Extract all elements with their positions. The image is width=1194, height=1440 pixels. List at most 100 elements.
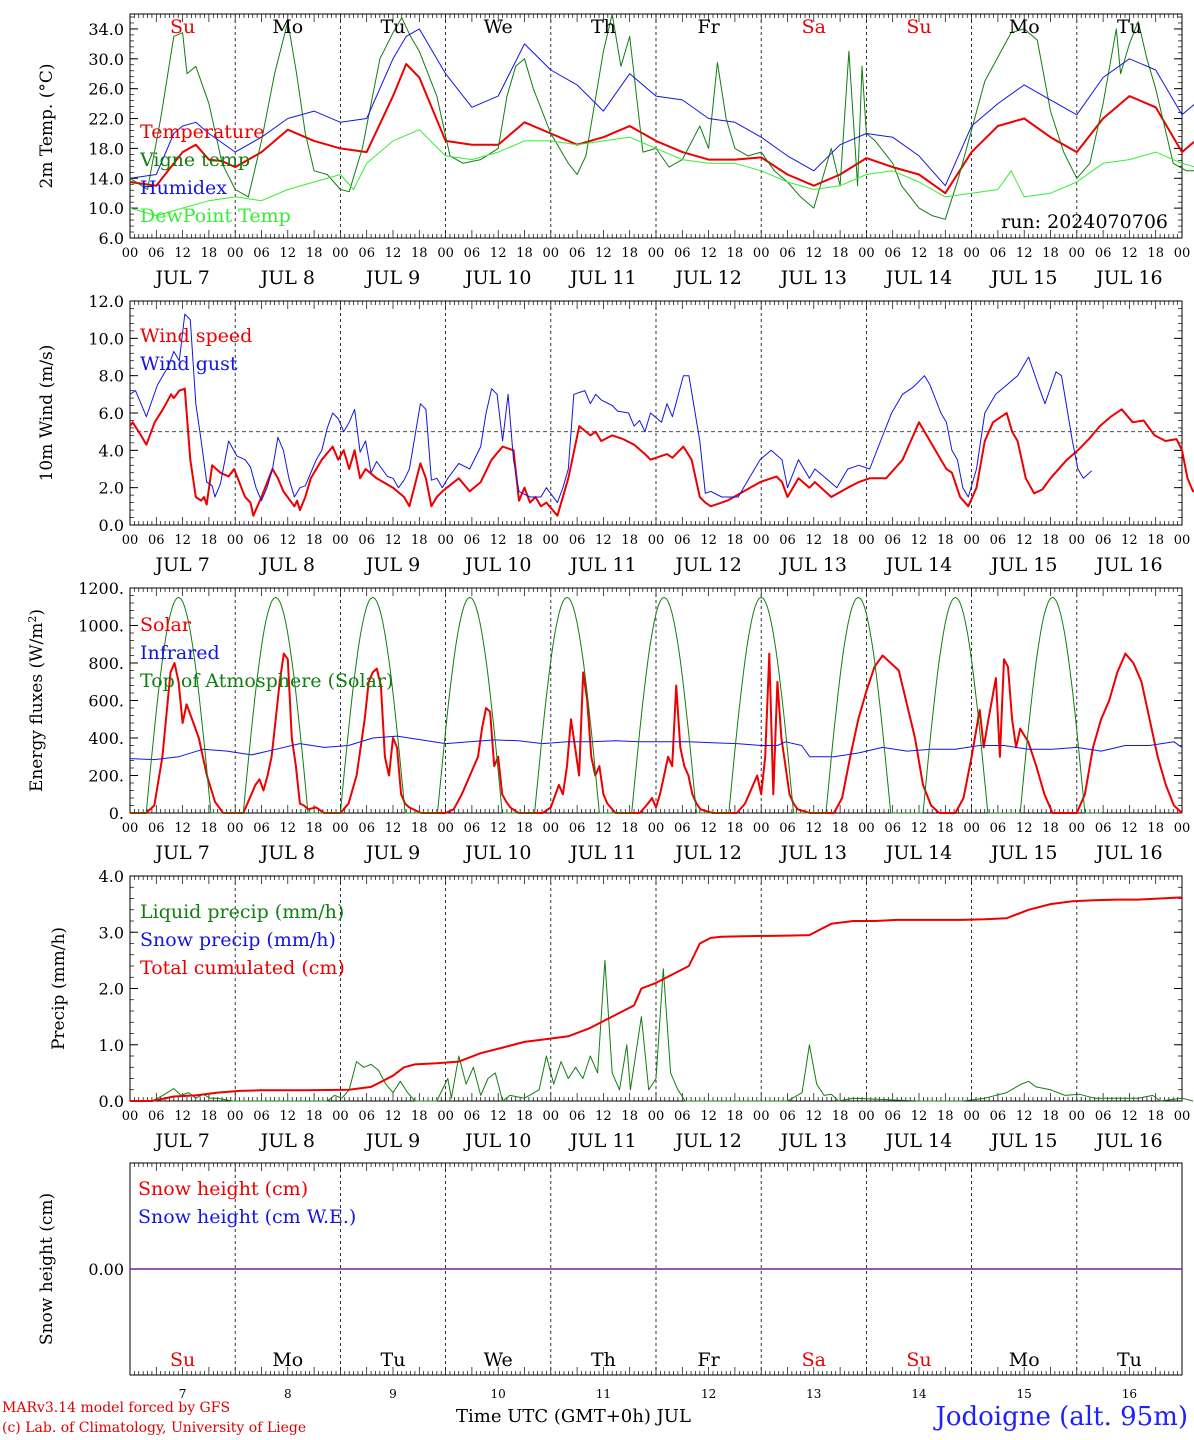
hour-tick-label: 00 [753,246,770,261]
date-label: JUL 8 [259,267,315,289]
hour-tick-label: 18 [516,246,533,261]
hour-tick-label: 18 [832,1109,849,1124]
series-line-liquid-precip-mm-h- [130,959,1194,1102]
hour-tick-label: 06 [1095,821,1112,836]
hour-tick-label: 00 [543,533,560,548]
hour-tick-label: 00 [437,1109,454,1124]
hour-tick-label: 12 [385,1109,402,1124]
hour-tick-label: 00 [227,246,244,261]
y-tick-label: 18.0 [88,139,124,158]
hour-tick-label: 06 [358,533,375,548]
hour-tick-label: 00 [1174,1109,1191,1124]
hour-tick-label: 12 [911,533,928,548]
y-tick-label: 600. [88,692,124,711]
hour-tick-label: 18 [727,1109,744,1124]
hour-tick-label: 12 [490,821,507,836]
date-label: JUL 15 [989,1130,1057,1152]
legend-entry: Snow height (cm) [138,1178,308,1200]
y-tick-label: 0. [109,804,124,823]
date-label: JUL 11 [568,267,636,289]
y-tick-label: 1000. [78,617,124,636]
day-name-top: Mo [1009,16,1040,38]
hour-tick-label: 12 [1121,821,1138,836]
hour-tick-label: 12 [1016,821,1033,836]
date-label: JUL 12 [673,1130,741,1152]
hour-tick-label: 06 [148,533,165,548]
hour-tick-label: 06 [674,246,691,261]
date-label: JUL 8 [259,1130,315,1152]
hour-tick-label: 00 [648,821,665,836]
hour-tick-label: 18 [937,821,954,836]
hour-tick-label: 12 [280,246,297,261]
date-label: JUL 9 [364,267,420,289]
day-number: 14 [911,1387,927,1401]
day-name-top: Mo [272,16,303,38]
hour-tick-label: 12 [385,821,402,836]
hour-tick-label: 00 [648,533,665,548]
panel-3: 0. 200. 400. 600. 800. 1000. 1200. Energy fluxe… [26,579,1191,864]
hour-tick-label: 12 [280,821,297,836]
hour-tick-label: 12 [700,246,717,261]
hour-tick-label: 18 [1042,533,1059,548]
date-label: JUL 11 [568,842,636,864]
hour-tick-label: 00 [858,1109,875,1124]
hour-tick-label: 12 [490,1109,507,1124]
hour-tick-label: 18 [937,533,954,548]
hour-tick-label: 18 [1147,246,1164,261]
y-tick-label: 0.00 [88,1260,124,1279]
hour-tick-label: 00 [963,821,980,836]
date-label: JUL 10 [463,842,531,864]
y-axis-label: 2m Temp. (°C) [37,63,57,188]
y-axis-label: Precip (mm/h) [49,927,69,1050]
date-label: JUL 10 [463,1130,531,1152]
hour-tick-label: 06 [358,1109,375,1124]
hour-tick-label: 12 [174,533,191,548]
hour-tick-label: 00 [753,1109,770,1124]
date-label: JUL 10 [463,267,531,289]
date-label: JUL 14 [884,1130,952,1152]
date-label: JUL 9 [364,1130,420,1152]
hour-tick-label: 00 [437,533,454,548]
hour-tick-label: 06 [253,533,270,548]
legend-entry: Solar [140,614,192,636]
hour-tick-label: 06 [569,821,586,836]
hour-tick-label: 18 [1147,533,1164,548]
y-tick-label: 6.0 [99,404,124,423]
date-label: JUL 12 [673,554,741,576]
day-name-bottom: Mo [272,1349,303,1371]
hour-tick-label: 12 [806,533,823,548]
hour-tick-label: 06 [779,533,796,548]
y-tick-label: 26.0 [88,80,124,99]
date-label: JUL 11 [568,554,636,576]
hour-tick-label: 00 [858,821,875,836]
hour-tick-label: 12 [174,821,191,836]
day-name-bottom: Tu [1117,1349,1142,1371]
day-name-top: Tu [1117,16,1142,38]
hour-tick-label: 00 [122,246,139,261]
hour-tick-label: 12 [280,533,297,548]
hour-tick-label: 12 [1016,246,1033,261]
day-number: 7 [179,1387,187,1401]
hour-tick-label: 06 [569,533,586,548]
series-line-wind-speed [129,387,1194,517]
hour-tick-label: 00 [1174,821,1191,836]
hour-tick-label: 06 [1095,1109,1112,1124]
hour-tick-label: 06 [674,533,691,548]
y-tick-label: 10.0 [88,199,124,218]
location-label: Jodoigne (alt. 95m) [935,1402,1188,1432]
hour-tick-label: 06 [464,821,481,836]
legend-entry: Wind gust [140,353,238,375]
y-tick-label: 1.0 [99,1036,124,1055]
y-tick-label: 12.0 [88,292,124,311]
hour-tick-label: 00 [437,246,454,261]
y-tick-label: 2.0 [99,980,124,999]
date-label: JUL 15 [989,267,1057,289]
date-label: JUL 14 [884,842,952,864]
hour-tick-label: 12 [700,1109,717,1124]
hour-tick-label: 18 [201,246,218,261]
series-line-humidex [129,28,1194,187]
date-label: JUL 7 [153,267,209,289]
hour-tick-label: 00 [753,821,770,836]
panel-1: 6.0 10.0 14.0 18.0 22.0 26.0 30.0 34.0 2m Temp. … [37,13,1194,289]
